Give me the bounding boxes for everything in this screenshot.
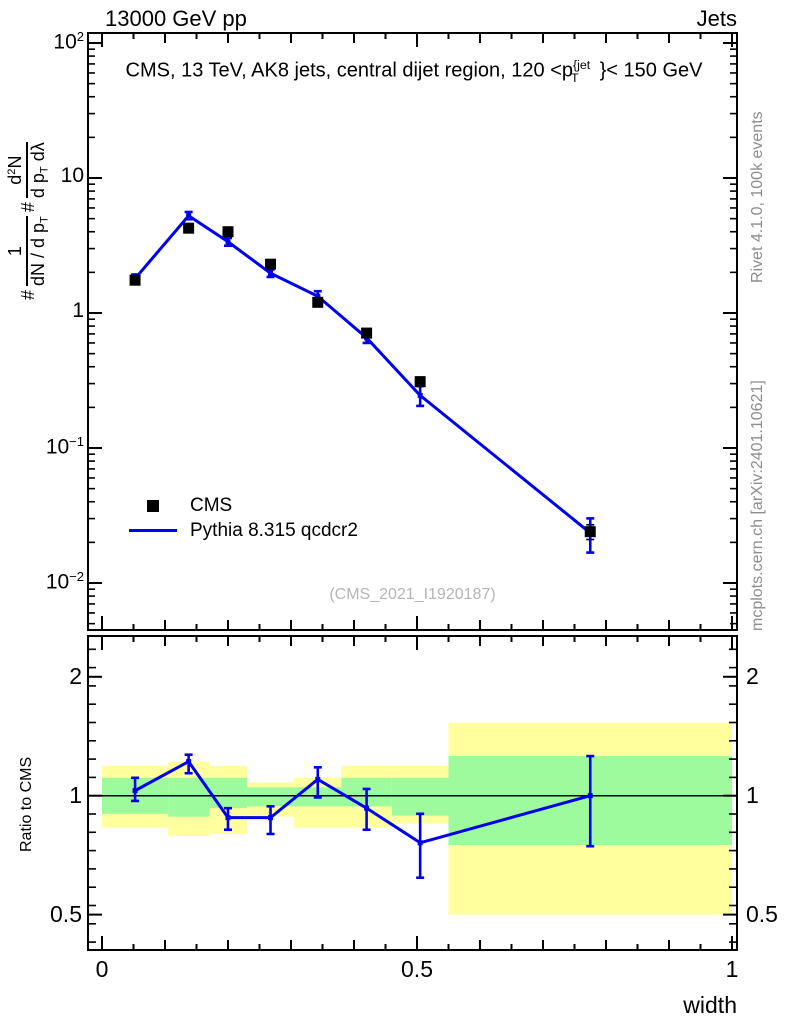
watermark: (CMS_2021_I1920187) [329,586,496,603]
main-y-tick-label: 1 [72,299,84,322]
ratio-y-tick-label-right: 2 [746,662,759,689]
legend-item-cms: CMS [128,493,358,518]
plot-title-pre: CMS, 13 TeV, AK8 jets, central dijet reg… [125,59,574,82]
legend-label-cms: CMS [190,494,233,516]
legend-swatch-cms [128,499,178,512]
ratio-y-axis-label: Ratio to CMS [18,756,35,852]
ylabel-frac2: d2N d pT dλ [5,142,51,199]
plot-title: CMS, 13 TeV, AK8 jets, central dijet reg… [88,58,740,85]
ylabel-hash2: # [18,202,39,213]
cms-square-marker-icon [147,499,159,512]
main-y-tick-label: 102 [53,29,84,54]
ratio-y-tick-label-left: 0.5 [50,900,82,927]
plot-title-sub: T [571,70,579,85]
axis-ticks [88,33,737,950]
ratio-y-tick-label-right: 1 [746,781,759,808]
main-y-tick-label: 10−1 [45,434,84,459]
main-y-tick-label: 10 [60,164,84,187]
ylabel-frac2-den: d pT dλ [27,142,51,199]
ratio-y-tick-label-left: 2 [69,662,82,689]
ylabel-frac2-num: d2N [5,142,28,199]
plot-title-post: }< 150 GeV [599,59,703,82]
cms-series [129,222,596,538]
ylabel-hash1: # [18,289,39,300]
main-y-tick-label: 10−2 [45,569,84,594]
ylabel-frac1: 1 dN / d pT [5,216,51,286]
side-note-rivet: Rivet 4.1.0, 100k events [749,111,766,283]
ratio-y-tick-label-right: 0.5 [746,900,778,927]
legend-swatch-pythia [128,529,178,532]
ratio-y-tick-label-left: 1 [69,781,82,808]
x-tick-label: 0 [95,956,109,982]
legend: CMS Pythia 8.315 qcdcr2 [128,493,358,543]
ylabel-frac1-num: 1 [5,216,28,286]
top-left-title: 13000 GeV pp [105,6,247,31]
panel-frames [87,32,738,951]
main-y-axis-label: #1 dN / d pT # d2N d pT dλ [5,138,51,300]
plot-title-sup: {jet [573,58,591,72]
ylabel-frac1-den: dN / d pT [27,216,51,286]
x-tick-label: 1 [725,956,739,982]
top-right-title: Jets [696,6,737,31]
legend-label-pythia: Pythia 8.315 qcdcr2 [190,519,358,541]
pythia-line-marker-icon [129,529,177,532]
x-axis-label: width [683,992,737,1018]
ratio-series [131,753,595,880]
side-note-mcplots: mcplots.cern.ch [arXiv:2401.10621] [749,380,766,631]
legend-item-pythia: Pythia 8.315 qcdcr2 [128,518,358,543]
x-tick-label: 0.5 [401,956,433,982]
